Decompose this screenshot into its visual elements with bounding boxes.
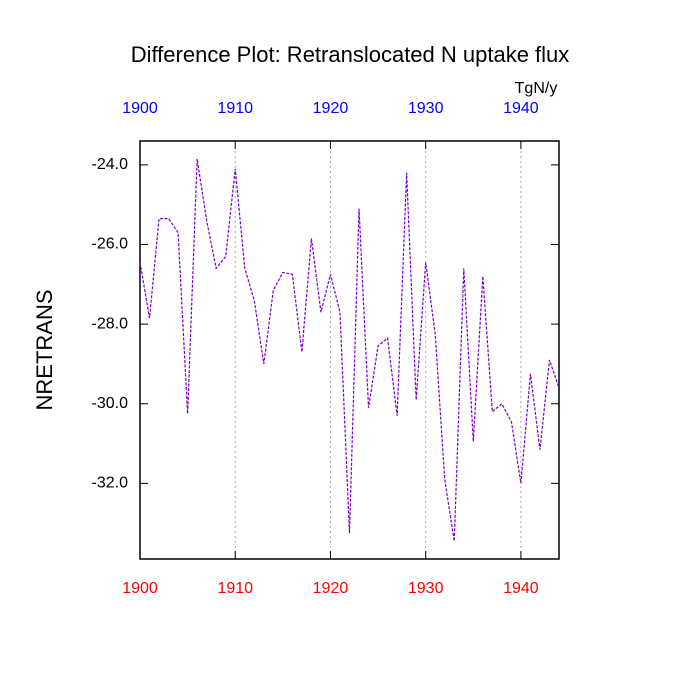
y-tick-label: -26.0 (92, 236, 129, 253)
y-tick-label: -28.0 (92, 315, 129, 332)
x-top-tick-label: 1940 (503, 100, 539, 117)
y-tick-label: -30.0 (92, 395, 129, 412)
y-axis-title: NRETRANS (32, 289, 57, 410)
x-top-tick-label: 1900 (122, 100, 158, 117)
x-tick-label: 1900 (122, 580, 158, 597)
x-top-tick-label: 1930 (408, 100, 444, 117)
data-line (139, 158, 560, 542)
y-tick-label: -32.0 (92, 475, 129, 492)
units-label: TgN/y (515, 80, 558, 97)
x-top-tick-label: 1910 (217, 100, 253, 117)
x-tick-label: 1920 (313, 580, 349, 597)
x-tick-label: 1940 (503, 580, 539, 597)
y-tick-label: -24.0 (92, 156, 129, 173)
x-tick-label: 1910 (217, 580, 253, 597)
plot-frame (139, 140, 560, 560)
x-tick-label: 1930 (408, 580, 444, 597)
x-top-tick-label: 1920 (313, 100, 349, 117)
chart-title: Difference Plot: Retranslocated N uptake… (131, 42, 570, 67)
